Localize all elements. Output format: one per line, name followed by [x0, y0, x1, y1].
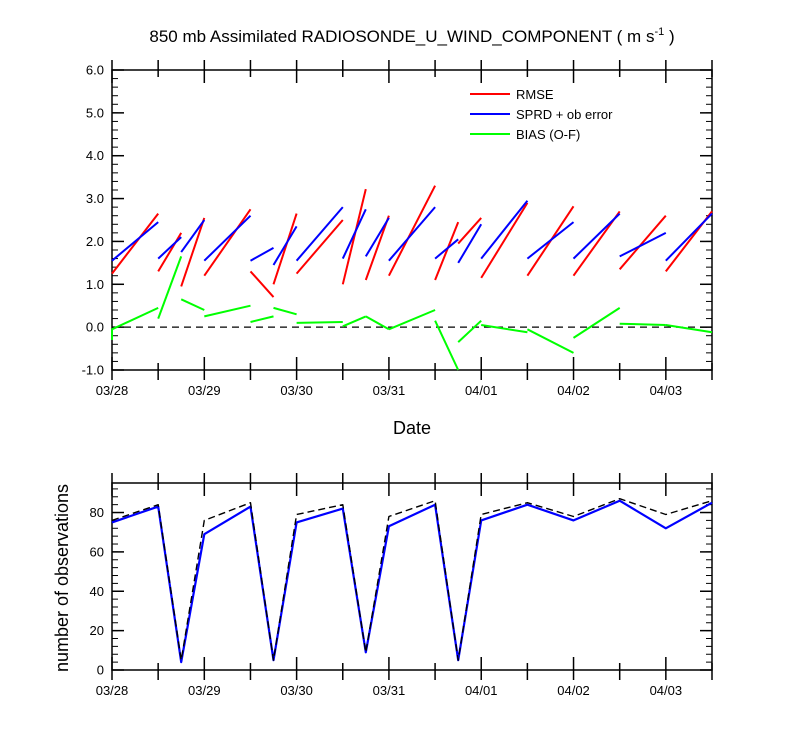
bias-o-f-series-segment: [457, 319, 482, 343]
rmse-series-segment: [364, 215, 390, 281]
sprd-ob-error-series-segment: [619, 232, 667, 258]
top-x-tick-label: 04/02: [557, 383, 590, 398]
sprd-ob-error-series-segment: [111, 221, 159, 262]
bottom-y-tick-label: 20: [90, 623, 104, 638]
rmse-series-segment: [111, 212, 159, 275]
bottom-x-tick-label: 03/31: [373, 683, 406, 698]
sprd-ob-error-series-segment: [341, 208, 367, 260]
top-x-axis-label: Date: [393, 418, 431, 438]
sprd-ob-error-series-segment: [364, 217, 390, 257]
top-y-tick-label: 3.0: [86, 191, 104, 206]
sprd-ob-error-series-segment: [457, 223, 483, 264]
rmse-series-segment: [249, 270, 275, 298]
rmse-series-segment: [180, 217, 206, 287]
sprd-ob-error-series-segment: [250, 247, 274, 262]
rmse-series-segment: [434, 221, 460, 281]
bottom-x-tick-label: 03/29: [188, 683, 221, 698]
bias-o-f-series-segment: [204, 304, 251, 318]
bias-o-f-series-segment: [434, 320, 460, 371]
bottom-x-tick-label: 04/01: [465, 683, 498, 698]
top-y-tick-label: 6.0: [86, 63, 104, 78]
bias-o-f-series-segment: [157, 256, 183, 319]
top-y-tick-label: 0.0: [86, 320, 104, 335]
observations-solid-series: [111, 499, 713, 664]
top-x-tick-label: 03/30: [280, 383, 313, 398]
rmse-series-segment: [203, 208, 252, 277]
sprd-ob-error-series-segment: [665, 212, 713, 262]
bias-o-f-series-segment: [572, 307, 621, 339]
bottom-y-tick-label: 0: [97, 663, 104, 678]
observation-count-plot: 03/28 03/29 03/30 03/31 04/01 04/02 04/03 0 20 40…: [90, 473, 713, 698]
chart-title: 850 mb Assimilated RADIOSONDE_U_WIND_COM…: [149, 26, 674, 46]
rmse-series-segment: [388, 185, 436, 277]
bottom-y-tick-label: 40: [90, 584, 104, 599]
top-x-tick-label: 04/03: [650, 383, 683, 398]
bias-o-f-series-segment: [250, 315, 274, 323]
top-y-tick-label: 5.0: [86, 105, 104, 120]
sprd-ob-error-series-segment: [480, 200, 529, 260]
bottom-plot-frame: [111, 482, 713, 671]
top-y-tick-label: 4.0: [86, 148, 104, 163]
bias-o-f-series-segment: [111, 306, 159, 340]
rmse-series-segment: [618, 215, 667, 270]
bias-o-f-series-segment: [665, 324, 713, 334]
bias-o-f-legend-label: BIAS (O-F): [516, 127, 580, 142]
bias-o-f-series-segment: [526, 328, 574, 354]
bottom-x-tick-label: 03/30: [280, 683, 313, 698]
bottom-x-tick-label: 03/28: [96, 683, 129, 698]
rmse-legend-label: RMSE: [516, 87, 554, 102]
bias-o-f-series-segment: [619, 322, 666, 326]
sprd-ob-error-series-segment: [526, 221, 575, 260]
rmse-series-segment: [480, 202, 529, 279]
sprd-ob-error-series-segment: [434, 238, 459, 260]
bottom-x-tick-label: 04/03: [650, 683, 683, 698]
top-plot-frame: [111, 69, 713, 371]
bias-o-f-series-segment: [388, 309, 436, 331]
sprd-ob-error-series-segment: [272, 225, 298, 266]
rmse-series-segment: [272, 213, 298, 285]
bias-o-f-series-segment: [296, 321, 343, 324]
observations-dashed-series: [111, 498, 713, 661]
sprd-ob-error-legend-label: SPRD + ob error: [516, 107, 613, 122]
top-x-tick-label: 03/31: [373, 383, 406, 398]
bottom-y-axis-label: number of observations: [52, 484, 72, 672]
rmse-series-segment: [295, 219, 344, 275]
bias-o-f-series-segment: [273, 306, 297, 316]
error-statistics-plot: 03/28 03/29 03/30 03/31 04/01 04/02 04/03 -1.0 0…: [82, 60, 713, 398]
bottom-y-tick-label: 60: [90, 544, 104, 559]
top-x-tick-label: 03/28: [96, 383, 129, 398]
rmse-series-segment: [457, 217, 482, 245]
top-x-tick-label: 04/01: [465, 383, 498, 398]
bias-o-f-series-segment: [342, 315, 367, 328]
sprd-ob-error-series-segment: [203, 214, 252, 262]
sprd-ob-error-series-segment: [388, 206, 436, 262]
bias-o-f-series-segment: [365, 315, 390, 331]
sprd-ob-error-series-segment: [180, 219, 206, 253]
top-x-tick-label: 03/29: [188, 383, 221, 398]
bottom-y-tick-label: 80: [90, 505, 104, 520]
sprd-ob-error-series-segment: [572, 212, 621, 260]
top-y-tick-label: 2.0: [86, 234, 104, 249]
bottom-x-tick-label: 04/02: [557, 683, 590, 698]
sprd-ob-error-series-segment: [157, 236, 182, 260]
sprd-ob-error-series-segment: [295, 206, 344, 262]
top-y-tick-label: 1.0: [86, 277, 104, 292]
rmse-series-segment: [341, 188, 367, 285]
bias-o-f-series-segment: [481, 324, 528, 334]
top-y-tick-label: -1.0: [82, 363, 104, 378]
bias-o-f-series-segment: [180, 298, 205, 311]
